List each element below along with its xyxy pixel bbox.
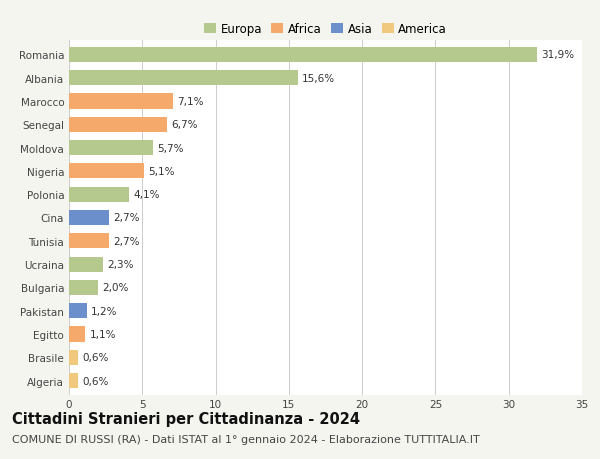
Bar	[69, 118, 167, 133]
Bar	[69, 350, 78, 365]
Text: 15,6%: 15,6%	[302, 73, 335, 84]
Text: 1,1%: 1,1%	[89, 329, 116, 339]
Bar	[69, 48, 536, 63]
Text: 4,1%: 4,1%	[133, 190, 160, 200]
Bar	[69, 94, 173, 109]
Bar	[69, 141, 152, 156]
Text: 2,7%: 2,7%	[113, 213, 139, 223]
Legend: Europa, Africa, Asia, America: Europa, Africa, Asia, America	[202, 21, 449, 39]
Bar	[69, 71, 298, 86]
Text: 0,6%: 0,6%	[82, 376, 109, 386]
Bar	[69, 164, 144, 179]
Bar	[69, 327, 85, 342]
Bar	[69, 211, 109, 225]
Text: 2,0%: 2,0%	[103, 283, 129, 293]
Bar	[69, 280, 98, 295]
Bar	[69, 187, 129, 202]
Text: 31,9%: 31,9%	[541, 50, 574, 60]
Text: 5,1%: 5,1%	[148, 167, 175, 177]
Bar	[69, 303, 86, 319]
Text: 6,7%: 6,7%	[172, 120, 198, 130]
Text: COMUNE DI RUSSI (RA) - Dati ISTAT al 1° gennaio 2024 - Elaborazione TUTTITALIA.I: COMUNE DI RUSSI (RA) - Dati ISTAT al 1° …	[12, 434, 480, 444]
Text: 5,7%: 5,7%	[157, 143, 184, 153]
Text: 2,7%: 2,7%	[113, 236, 139, 246]
Text: 0,6%: 0,6%	[82, 353, 109, 363]
Bar	[69, 257, 103, 272]
Bar	[69, 234, 109, 249]
Text: 1,2%: 1,2%	[91, 306, 118, 316]
Text: 7,1%: 7,1%	[178, 97, 204, 107]
Text: 2,3%: 2,3%	[107, 259, 134, 269]
Bar	[69, 373, 78, 388]
Text: Cittadini Stranieri per Cittadinanza - 2024: Cittadini Stranieri per Cittadinanza - 2…	[12, 411, 360, 426]
